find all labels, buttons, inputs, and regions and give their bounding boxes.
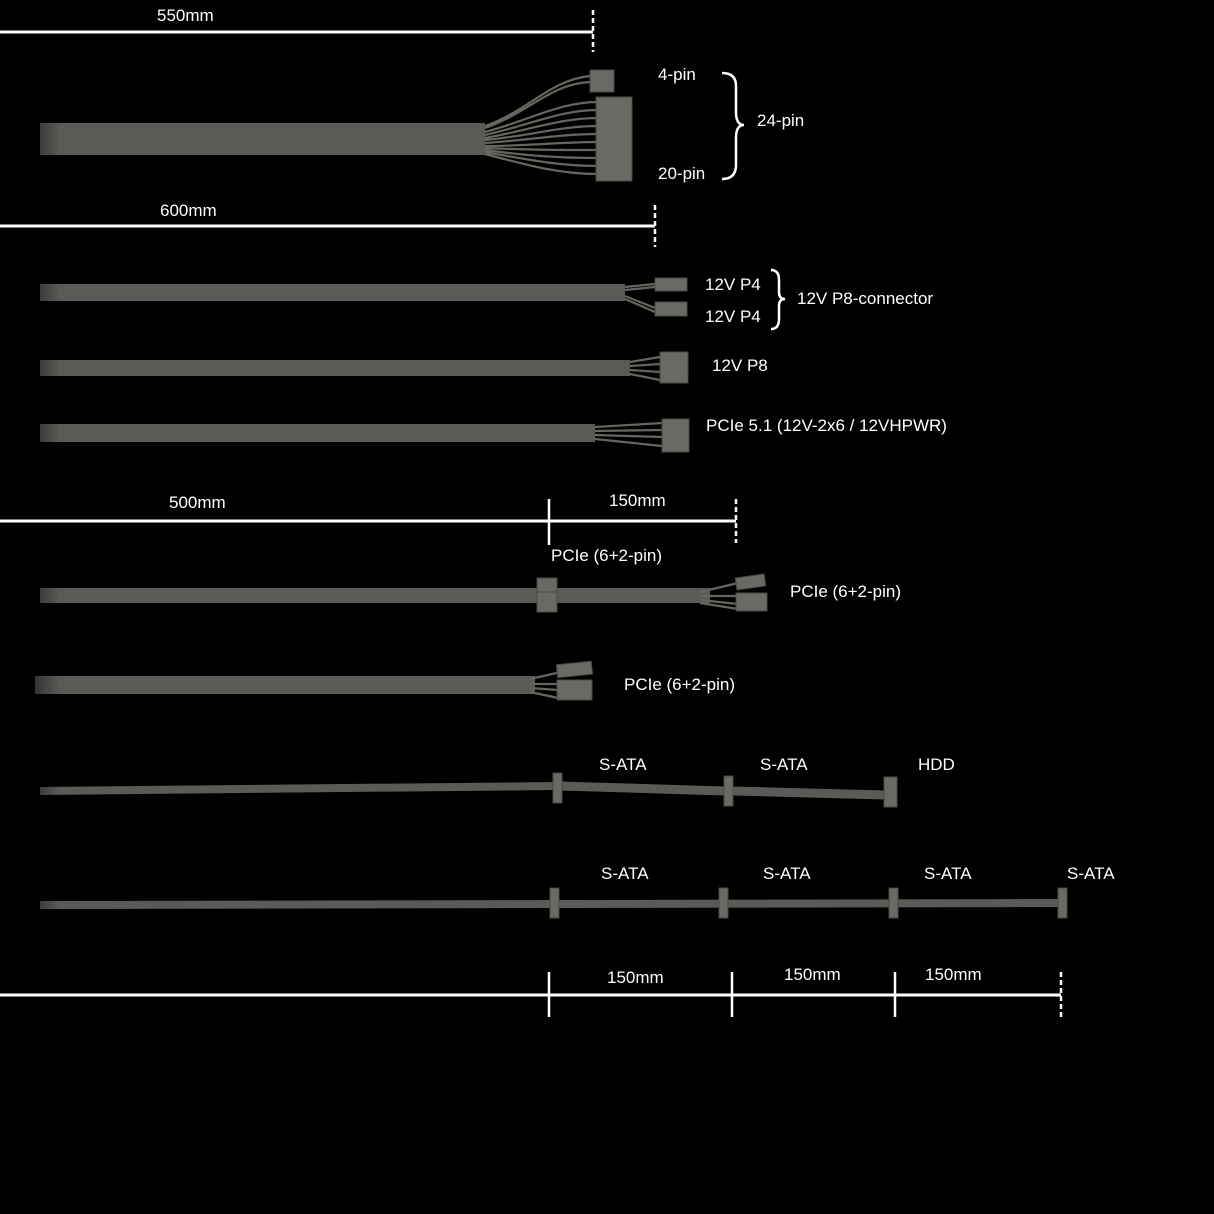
- label-pcie-mid: PCIe (6+2-pin): [551, 546, 662, 565]
- pcie-single-cable: PCIe (6+2-pin): [0, 660, 735, 701]
- sata-connector: [1057, 887, 1068, 919]
- label-sata: S-ATA: [601, 864, 649, 883]
- label-sata: S-ATA: [924, 864, 972, 883]
- pcie-daisy-chain-cable: PCIe (6+2-pin) PCIe (6+2-pin): [0, 546, 901, 613]
- label-4pin: 4-pin: [658, 65, 696, 84]
- label-pcie-single: PCIe (6+2-pin): [624, 675, 735, 694]
- pcie-2pin-connector: [536, 577, 558, 593]
- dimension-label: 600mm: [160, 201, 217, 220]
- label-pcie-end: PCIe (6+2-pin): [790, 582, 901, 601]
- label-p4-bottom: 12V P4: [705, 307, 761, 326]
- dimension-label: 150mm: [607, 968, 664, 987]
- dimension-label: 150mm: [609, 491, 666, 510]
- label-p8-connector: 12V P8-connector: [797, 289, 933, 308]
- p8-connector: [659, 351, 689, 384]
- dimension-550mm: 550mm: [0, 6, 595, 52]
- p4-connector: [654, 301, 688, 317]
- label-sata: S-ATA: [763, 864, 811, 883]
- sata-connector: [723, 775, 734, 807]
- cpu-p4-cable: 12V P4 12V P4 12V P8-connector: [0, 268, 933, 331]
- label-p8: 12V P8: [712, 356, 768, 375]
- sata-connector: [549, 887, 560, 919]
- dimension-label: 550mm: [157, 6, 214, 25]
- 20pin-connector: [595, 96, 633, 182]
- pcie-6pin-connector: [735, 592, 768, 612]
- dimension-label: 150mm: [784, 965, 841, 984]
- pcie-2pin-connector: [734, 573, 767, 591]
- dimension-600mm: 600mm: [0, 201, 657, 247]
- sata-cable-1: S-ATA S-ATA HDD: [0, 755, 955, 808]
- pcie51-cable: PCIe 5.1 (12V-2x6 / 12VHPWR): [0, 416, 947, 453]
- label-sata: S-ATA: [599, 755, 647, 774]
- label-p4-top: 12V P4: [705, 275, 761, 294]
- p4-connector: [654, 277, 688, 292]
- brace: [770, 268, 786, 331]
- label-sata: S-ATA: [760, 755, 808, 774]
- sata-connector: [888, 887, 899, 919]
- sata-connector: [718, 887, 729, 919]
- molex-hdd-connector: [883, 776, 898, 808]
- sata-cable-2: S-ATA S-ATA S-ATA S-ATA: [0, 864, 1115, 919]
- 4pin-connector: [589, 69, 615, 93]
- 12vhpwr-connector: [661, 418, 690, 453]
- label-pcie51: PCIe 5.1 (12V-2x6 / 12VHPWR): [706, 416, 947, 435]
- atx-24pin-cable: 4-pin 20-pin 24-pin: [0, 65, 804, 183]
- dimension-label: 150mm: [925, 965, 982, 984]
- dimension-label: 500mm: [169, 493, 226, 512]
- label-24pin: 24-pin: [757, 111, 804, 130]
- sata-connector: [552, 772, 563, 804]
- pcie-6pin-connector: [536, 591, 558, 613]
- cpu-p8-cable: 12V P8: [0, 351, 768, 384]
- pcie-6pin-connector: [556, 679, 593, 701]
- label-20pin: 20-pin: [658, 164, 705, 183]
- dimension-sata-spacing: 150mm 150mm 150mm: [0, 965, 1063, 1017]
- dimension-500-150mm: 500mm 150mm: [0, 491, 738, 545]
- brace: [721, 71, 745, 181]
- label-hdd: HDD: [918, 755, 955, 774]
- pcie-2pin-connector: [555, 660, 594, 679]
- label-sata: S-ATA: [1067, 864, 1115, 883]
